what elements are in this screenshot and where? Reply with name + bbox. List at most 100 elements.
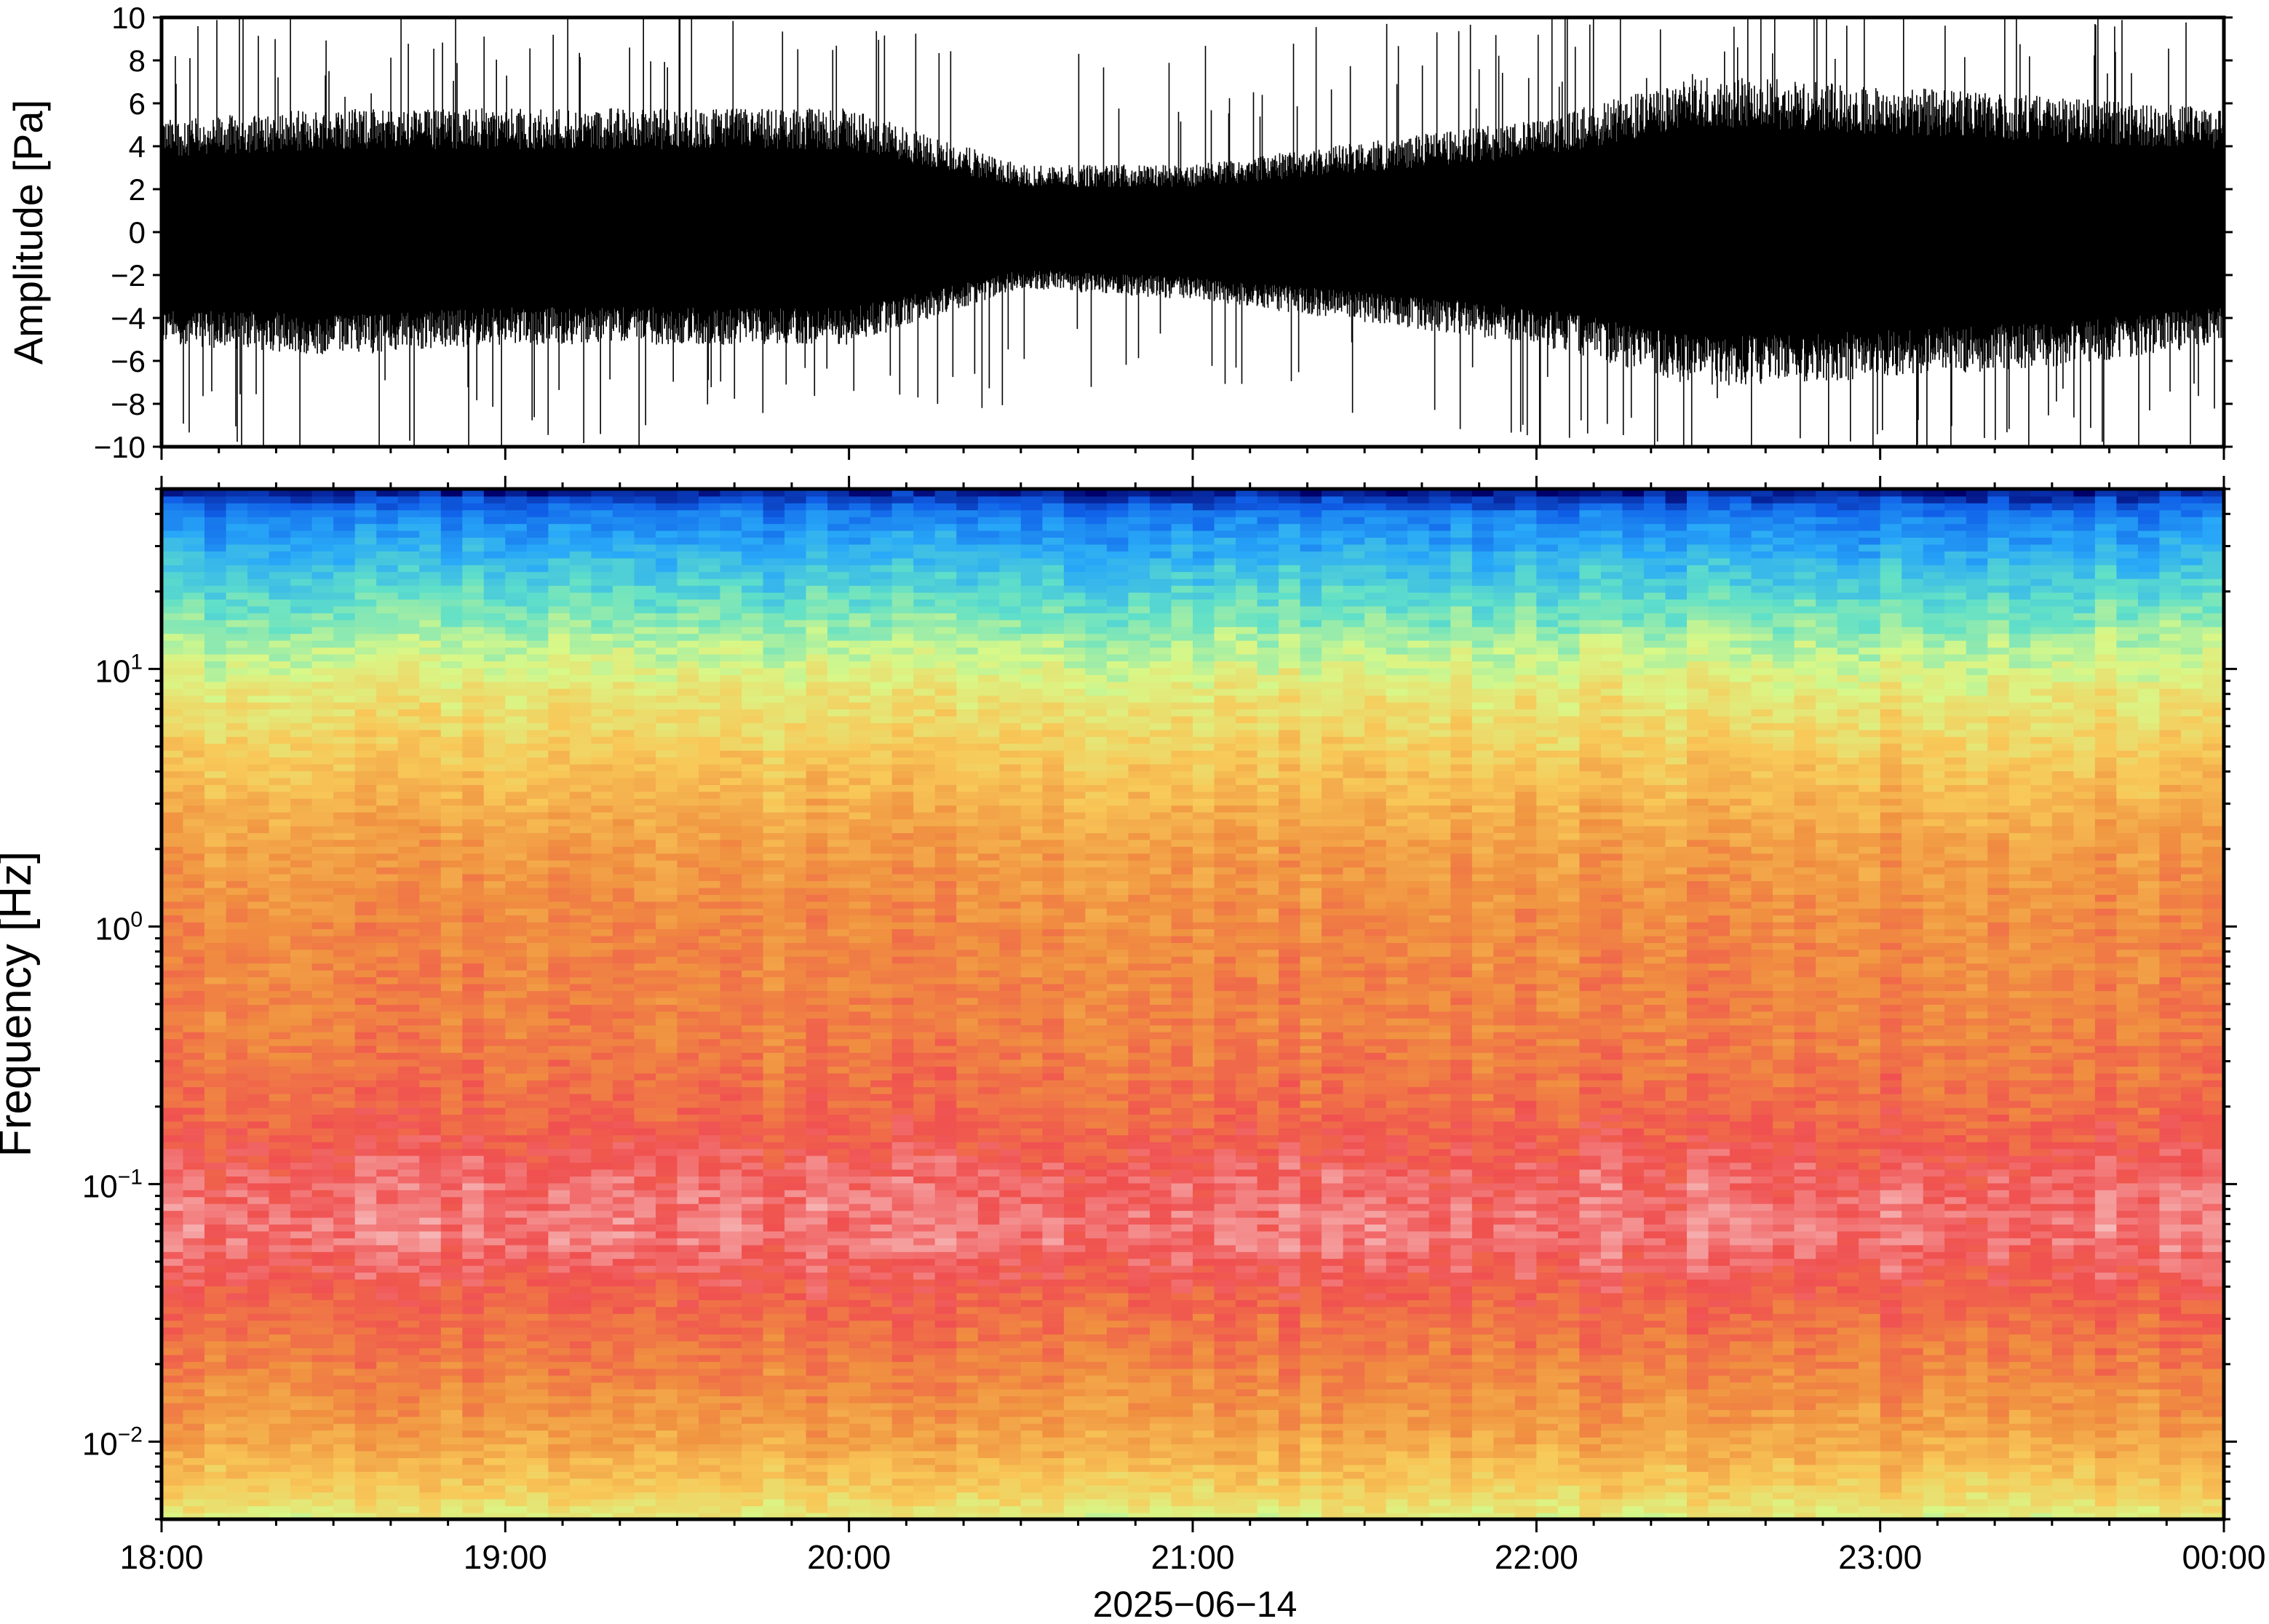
- spectrogram-cell: [290, 1382, 313, 1390]
- spectrogram-cell: [247, 1396, 270, 1404]
- spectrogram-cell: [354, 688, 378, 696]
- spectrogram-cell: [656, 1107, 678, 1115]
- spectrogram-cell: [354, 701, 378, 709]
- spectrogram-cell: [569, 612, 592, 621]
- spectrogram-cell: [849, 1251, 872, 1259]
- spectrogram-cell: [656, 709, 678, 717]
- spectrogram-cell: [505, 819, 528, 827]
- spectrogram-cell: [720, 1326, 742, 1335]
- spectrogram-cell: [462, 969, 485, 978]
- spectrogram-cell: [333, 661, 356, 669]
- spectrogram-cell: [569, 921, 592, 930]
- spectrogram-cell: [183, 1354, 205, 1362]
- spectrogram-cell: [333, 1388, 356, 1396]
- spectrogram-cell: [183, 942, 205, 950]
- spectrogram-cell: [462, 1286, 485, 1294]
- spectrogram-cell: [354, 928, 378, 936]
- spectrogram-cell: [742, 1107, 764, 1115]
- spectrogram-cell: [354, 921, 378, 930]
- spectrogram-cell: [333, 1422, 356, 1431]
- spectrogram-cell: [419, 901, 442, 909]
- spectrogram-cell: [720, 1512, 742, 1519]
- spectrogram-cell: [656, 805, 678, 813]
- spectrogram-cell: [376, 688, 399, 696]
- spectrogram-cell: [656, 578, 678, 586]
- spectrogram-cell: [483, 557, 506, 565]
- spectrogram-cell: [376, 619, 399, 627]
- spectrogram-cell: [290, 1079, 313, 1088]
- spectrogram-cell: [440, 853, 464, 861]
- spectrogram-cell: [634, 1361, 656, 1369]
- spectrogram-cell: [656, 1100, 678, 1108]
- spectrogram-cell: [634, 1038, 656, 1046]
- spectrogram-cell: [720, 1066, 742, 1074]
- spectrogram-cell: [827, 1492, 850, 1500]
- spectrogram-cell: [634, 887, 656, 895]
- spectrogram-cell: [612, 901, 635, 909]
- spectrogram-cell: [699, 1093, 721, 1102]
- spectrogram-cell: [634, 1059, 656, 1067]
- spectrogram-cell: [591, 791, 613, 799]
- spectrogram-cell: [354, 681, 378, 689]
- spectrogram-cell: [612, 619, 635, 627]
- spectrogram-cell: [290, 1265, 313, 1273]
- spectrogram-cell: [204, 819, 227, 827]
- spectrogram-cell: [440, 674, 464, 682]
- spectrogram-cell: [333, 997, 356, 1005]
- spectrogram-cell: [376, 1100, 399, 1108]
- spectrogram-cell: [462, 784, 485, 792]
- spectrogram-cell: [269, 873, 292, 881]
- spectrogram-cell: [440, 867, 464, 875]
- spectrogram-cell: [591, 1052, 613, 1060]
- spectrogram-cell: [569, 633, 592, 641]
- spectrogram-cell: [677, 516, 699, 525]
- spectrogram-cell: [419, 723, 442, 731]
- spectrogram-cell: [763, 723, 786, 731]
- spectrogram-cell: [591, 701, 613, 709]
- spectrogram-cell: [591, 557, 613, 565]
- spectrogram-cell: [162, 921, 184, 930]
- spectrogram-cell: [419, 1072, 442, 1080]
- spectrogram-cell: [591, 990, 613, 998]
- spectrogram-cell: [548, 784, 571, 792]
- spectrogram-cell: [247, 626, 270, 634]
- spectrogram-cell: [720, 1272, 742, 1280]
- spectrogram-cell: [462, 797, 485, 806]
- spectrogram-cell: [269, 523, 292, 531]
- spectrogram-cell: [483, 873, 506, 881]
- spectrogram-cell: [505, 1141, 528, 1150]
- spectrogram-cell: [612, 1238, 635, 1246]
- spectrogram-cell: [505, 1217, 528, 1225]
- spectrogram-cell: [634, 997, 656, 1005]
- spectrogram-cell: [183, 736, 205, 744]
- spectrogram-cell: [162, 1498, 184, 1507]
- spectrogram-cell: [742, 1498, 764, 1507]
- spectrogram-cell: [483, 701, 506, 709]
- spectrogram-cell: [226, 688, 249, 696]
- spectrogram-cell: [311, 661, 335, 669]
- spectrogram-cell: [440, 887, 464, 895]
- spectrogram-cell: [247, 853, 270, 861]
- spectrogram-cell: [827, 1052, 850, 1060]
- spectrogram-cell: [333, 715, 356, 723]
- spectrogram-cell: [376, 599, 399, 607]
- spectrogram-cell: [634, 969, 656, 978]
- spectrogram-cell: [397, 564, 421, 573]
- spectrogram-cell: [526, 647, 549, 655]
- spectrogram-cell: [591, 612, 613, 621]
- spectrogram-cell: [827, 1230, 850, 1238]
- spectrogram-cell: [462, 592, 485, 600]
- spectrogram-cell: [591, 509, 613, 517]
- spectrogram-cell: [397, 1326, 421, 1335]
- spectrogram-cell: [827, 1072, 850, 1080]
- spectrogram-cell: [440, 605, 464, 613]
- spectrogram-cell: [204, 564, 227, 573]
- spectrogram-cell: [548, 1024, 571, 1032]
- spectrogram-cell: [591, 564, 613, 573]
- spectrogram-cell: [483, 599, 506, 607]
- spectrogram-cell: [612, 1306, 635, 1314]
- spectrogram-cell: [763, 1045, 786, 1053]
- spectrogram-cell: [333, 681, 356, 689]
- spectrogram-cell: [742, 1004, 764, 1012]
- spectrogram-cell: [505, 1512, 528, 1519]
